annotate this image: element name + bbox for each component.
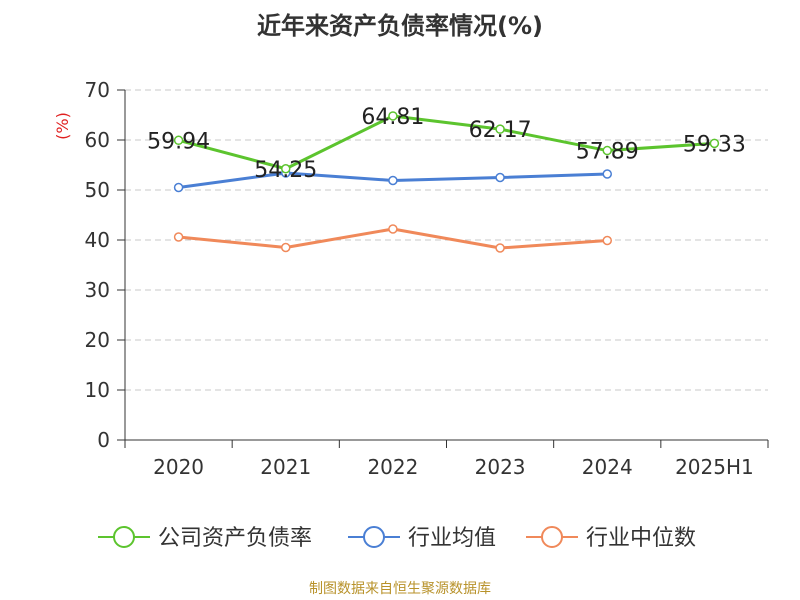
- data-point: [709, 138, 720, 149]
- x-tick-label: 2023: [475, 455, 526, 479]
- source-note: 制图数据来自恒生聚源数据库: [309, 581, 491, 597]
- data-label: 64.81: [361, 105, 424, 130]
- y-tick-label: 60: [85, 128, 110, 152]
- y-tick-label: 70: [85, 78, 110, 102]
- x-tick-label: 2024: [582, 455, 633, 479]
- x-tick-label: 2020: [153, 455, 204, 479]
- data-label: 62.17: [469, 118, 532, 143]
- data-point: [281, 164, 291, 174]
- data-label: 57.89: [576, 140, 639, 165]
- data-point: [173, 232, 184, 242]
- data-point: [495, 243, 505, 253]
- y-tick-label: 20: [85, 328, 110, 352]
- data-point: [602, 145, 612, 156]
- legend-label: 行业中位数: [586, 526, 696, 551]
- data-label: 54.25: [254, 158, 317, 183]
- data-point: [602, 235, 612, 246]
- series-line: [178, 114, 715, 171]
- y-tick-label: 30: [85, 278, 110, 302]
- data-point: [602, 169, 612, 179]
- x-tick-label: 2025H1: [675, 455, 754, 479]
- data-point: [388, 175, 398, 186]
- y-tick-label: 0: [97, 428, 110, 452]
- data-point: [388, 224, 398, 234]
- y-tick-label: 40: [85, 228, 110, 252]
- y-tick-label: 50: [85, 178, 110, 202]
- y-tick-label: 10: [85, 378, 110, 402]
- data-point: [173, 135, 184, 146]
- legend-marker: [363, 526, 385, 548]
- chart-title: 近年来资产负债率情况(%): [257, 12, 543, 40]
- legend-label: 行业均值: [408, 526, 496, 551]
- data-label: 59.33: [683, 132, 746, 157]
- data-point: [173, 182, 184, 193]
- x-tick-label: 2021: [260, 455, 311, 479]
- legend-marker: [541, 526, 563, 548]
- data-point: [281, 242, 291, 253]
- data-label: 59.94: [147, 129, 210, 154]
- data-point: [495, 172, 505, 183]
- legend-marker: [113, 526, 135, 548]
- x-tick-label: 2022: [367, 455, 418, 479]
- legend-label: 公司资产负债率: [158, 526, 312, 551]
- data-point: [388, 111, 398, 121]
- y-axis-label: (%): [53, 112, 72, 140]
- data-point: [495, 124, 505, 134]
